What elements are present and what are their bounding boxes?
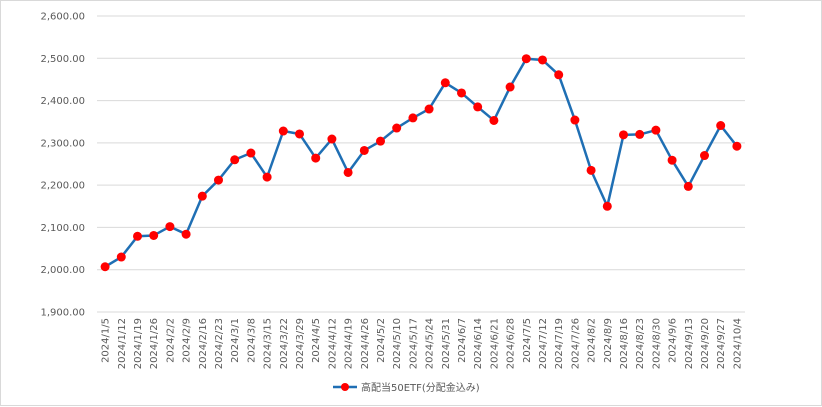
x-tick-label: 2024/7/26	[570, 318, 581, 369]
data-point	[586, 165, 596, 175]
x-tick-label: 2024/3/1	[230, 318, 241, 363]
x-tick-label: 2024/3/15	[263, 318, 274, 369]
x-tick-label: 2024/2/9	[182, 318, 193, 363]
x-tick-label: 2024/5/2	[376, 318, 387, 363]
x-tick-label: 2024/9/6	[668, 318, 679, 363]
data-point	[116, 252, 126, 262]
data-point	[100, 262, 110, 272]
data-point	[554, 70, 564, 80]
y-tick-label: 2,300.00	[40, 138, 85, 149]
x-tick-label: 2024/1/5	[101, 318, 112, 363]
data-point	[716, 121, 726, 131]
data-point	[343, 167, 353, 177]
data-point	[457, 88, 466, 98]
data-point	[165, 222, 175, 232]
x-tick-label: 2024/8/23	[635, 318, 646, 369]
x-tick-label: 2024/4/5	[311, 318, 322, 363]
data-point	[505, 82, 515, 92]
data-point	[408, 113, 418, 123]
data-point	[295, 129, 304, 139]
data-point	[278, 126, 288, 136]
y-tick-label: 2,500.00	[40, 54, 85, 65]
x-tick-label: 2024/5/17	[408, 318, 419, 369]
x-tick-label: 2024/3/22	[279, 318, 290, 369]
x-tick-label: 2024/9/13	[684, 318, 695, 369]
data-point	[667, 155, 677, 165]
x-tick-label: 2024/3/29	[295, 318, 306, 369]
x-tick-label: 2024/3/8	[246, 318, 257, 363]
x-tick-label: 2024/6/7	[457, 318, 468, 363]
x-tick-label: 2024/7/19	[554, 318, 565, 369]
x-tick-label: 2024/9/20	[700, 318, 711, 369]
data-point	[133, 231, 142, 241]
x-tick-label: 2024/6/21	[489, 318, 500, 369]
data-point	[181, 229, 191, 239]
x-tick-label: 2024/8/30	[651, 318, 662, 369]
series-line	[104, 57, 738, 268]
data-point	[538, 55, 547, 65]
data-point	[619, 130, 628, 140]
data-point	[489, 115, 499, 125]
x-tick-label: 2024/2/16	[198, 318, 209, 369]
data-point	[392, 123, 402, 133]
x-tick-label: 2024/5/24	[425, 318, 436, 369]
data-point	[440, 78, 450, 88]
x-tick-label: 2024/10/4	[732, 318, 743, 369]
y-tick-label: 2,000.00	[40, 265, 85, 276]
x-tick-label: 2024/1/26	[149, 318, 160, 369]
legend: 高配当50ETF(分配金込み)	[333, 381, 480, 394]
data-point	[651, 125, 661, 135]
x-tick-label: 2024/7/5	[522, 318, 533, 363]
x-tick-label: 2024/4/12	[327, 318, 338, 369]
data-point	[473, 102, 483, 112]
data-point	[311, 153, 321, 163]
data-point	[376, 136, 385, 146]
x-tick-label: 2024/1/12	[117, 318, 128, 369]
y-tick-label: 2,600.00	[40, 12, 85, 23]
x-tick-label: 2024/5/10	[392, 318, 403, 369]
x-tick-label: 2024/2/23	[214, 318, 225, 369]
data-point	[262, 172, 272, 182]
x-tick-label: 2024/7/12	[538, 318, 549, 369]
data-point	[635, 129, 645, 139]
y-tick-label: 2,400.00	[40, 96, 85, 107]
data-point	[327, 134, 337, 144]
data-point	[424, 104, 434, 114]
x-tick-label: 2024/1/19	[133, 318, 144, 369]
data-point	[602, 201, 612, 211]
legend-label: 高配当50ETF(分配金込み)	[361, 381, 480, 394]
x-tick-label: 2024/2/2	[165, 318, 176, 363]
data-point	[197, 191, 207, 201]
legend-swatch-marker	[341, 383, 349, 391]
x-tick-label: 2024/6/28	[506, 318, 517, 369]
data-point	[359, 145, 369, 155]
data-point	[700, 151, 709, 161]
y-tick-label: 1,900.00	[40, 308, 85, 319]
x-tick-label: 2024/4/19	[344, 318, 355, 369]
data-point	[214, 175, 223, 185]
y-tick-label: 2,100.00	[40, 223, 85, 234]
x-tick-label: 2024/5/31	[441, 318, 452, 369]
data-point	[246, 148, 256, 158]
data-point	[570, 115, 580, 125]
data-point	[230, 155, 240, 165]
data-point	[149, 230, 159, 240]
data-point	[683, 181, 693, 191]
x-tick-label: 2024/9/27	[716, 318, 727, 369]
data-point	[521, 54, 531, 64]
x-tick-label: 2024/4/26	[360, 318, 371, 369]
data-point	[732, 141, 742, 151]
x-tick-label: 2024/6/14	[473, 318, 484, 369]
x-tick-label: 2024/8/2	[587, 318, 598, 363]
x-tick-label: 2024/8/9	[603, 318, 614, 363]
x-tick-label: 2024/8/16	[619, 318, 630, 369]
y-tick-label: 2,200.00	[40, 181, 85, 192]
